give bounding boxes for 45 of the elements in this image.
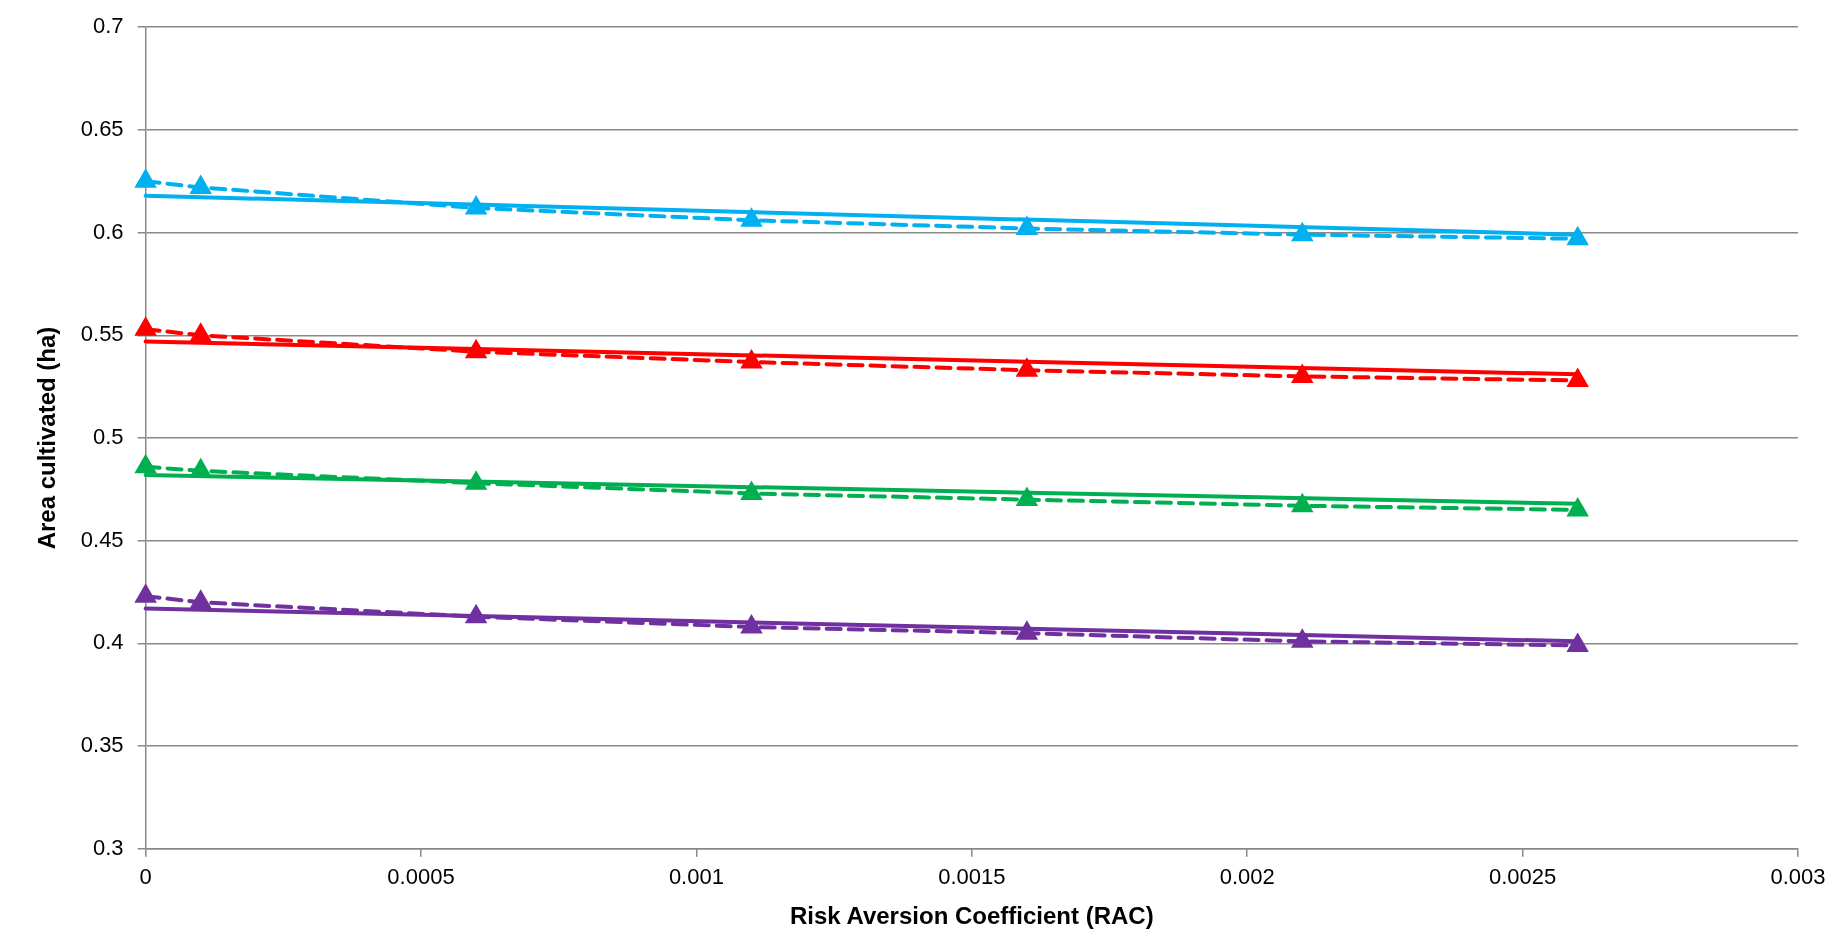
y-tick-label: 0.55 <box>80 321 124 347</box>
point <box>135 455 156 474</box>
point <box>1567 498 1588 517</box>
point <box>1567 634 1588 652</box>
x-tick-label: 0 <box>139 864 152 890</box>
point <box>741 351 762 369</box>
y-tick-label: 0.3 <box>93 834 124 860</box>
y-tick-label: 0.7 <box>93 13 124 39</box>
y-tick-label: 0.5 <box>93 424 124 450</box>
point <box>1292 630 1313 648</box>
point <box>1292 365 1313 383</box>
point <box>190 324 211 342</box>
point <box>190 176 211 194</box>
point <box>465 603 488 624</box>
point <box>1566 225 1589 246</box>
x-tick-label: 0.0015 <box>938 864 1006 890</box>
point <box>466 472 486 490</box>
x-tick-label: 0.001 <box>668 864 724 890</box>
point <box>741 209 762 227</box>
y-axis-title: Area cultivated (ha) <box>33 326 61 550</box>
point <box>466 196 486 215</box>
point <box>135 318 156 336</box>
y-tick-label: 0.45 <box>80 526 124 552</box>
y-tick-label: 0.4 <box>93 629 124 655</box>
point <box>741 615 762 634</box>
y-tick-label: 0.6 <box>93 218 124 244</box>
x-axis-title: Risk Aversion Coefficient (RAC) <box>790 902 1154 930</box>
point <box>1017 359 1037 377</box>
point <box>135 170 156 188</box>
point <box>1291 492 1314 513</box>
x-tick-label: 0.0025 <box>1488 864 1557 890</box>
point <box>1017 217 1037 235</box>
point <box>741 482 762 500</box>
x-tick-label: 0.003 <box>1770 864 1826 890</box>
y-tick-label: 0.35 <box>80 732 124 758</box>
point <box>135 585 156 603</box>
x-tick-label: 0.0005 <box>387 864 455 890</box>
point <box>190 591 211 609</box>
y-tick-label: 0.65 <box>80 115 124 141</box>
point <box>1567 369 1588 387</box>
x-tick-label: 0.002 <box>1219 864 1275 890</box>
point <box>1017 622 1037 640</box>
point <box>1291 221 1314 242</box>
point <box>1015 486 1038 507</box>
point <box>190 457 211 478</box>
